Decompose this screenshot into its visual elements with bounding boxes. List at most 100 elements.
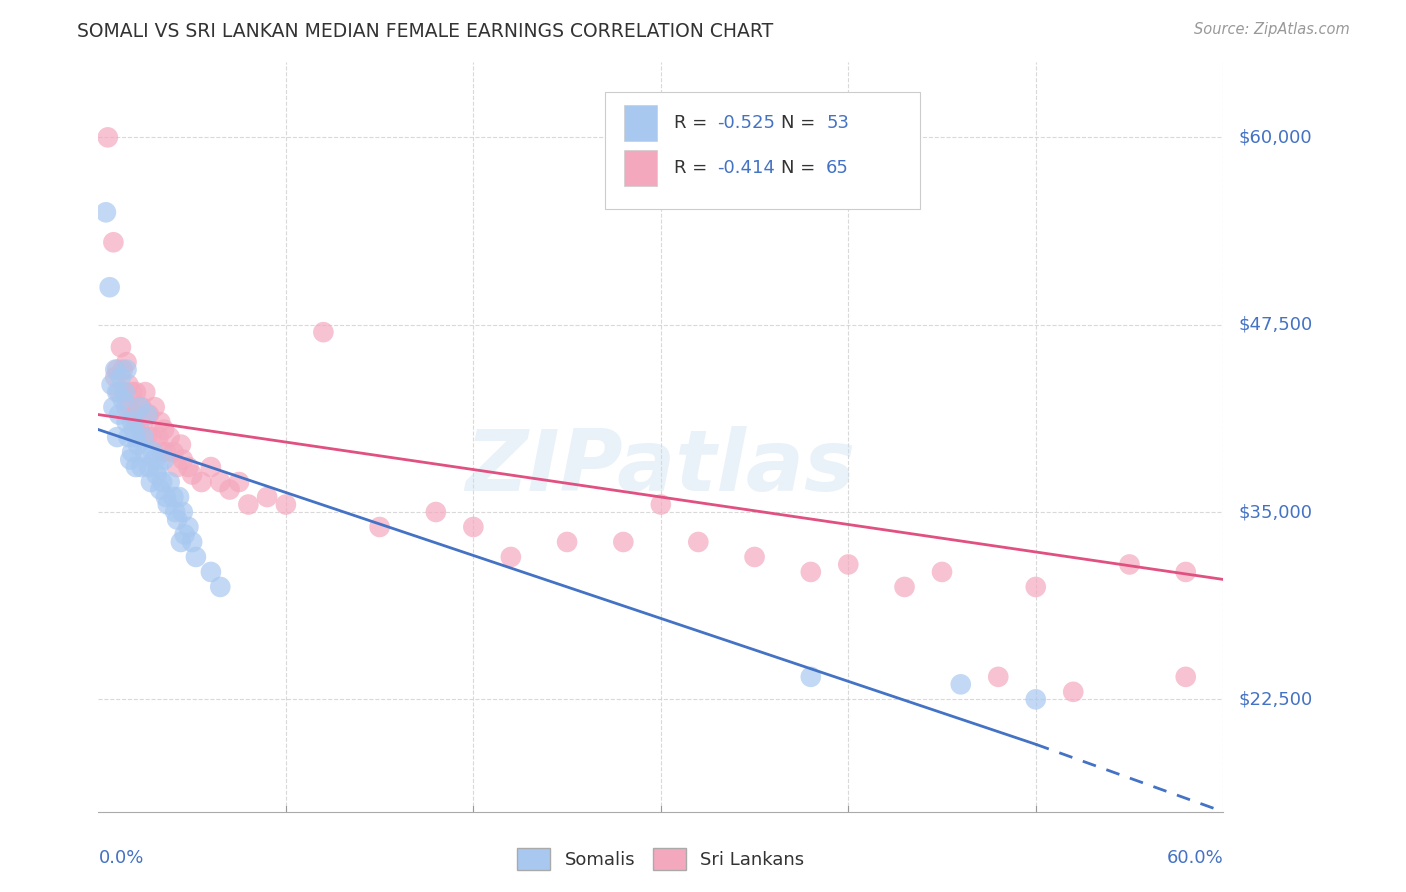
Point (172, 452, 194, 467)
Point (138, 460, 160, 475)
Text: ZIPatlas: ZIPatlas (465, 425, 856, 508)
Point (200, 460, 222, 475)
Point (115, 400, 138, 414)
Point (103, 235, 125, 250)
Point (115, 355, 138, 369)
Point (120, 400, 142, 414)
Point (1174, 670, 1197, 684)
Point (800, 670, 823, 684)
Point (145, 467, 167, 482)
Point (127, 400, 149, 414)
Point (162, 490, 184, 504)
Text: SOMALI VS SRI LANKAN MEDIAN FEMALE EARNINGS CORRELATION CHART: SOMALI VS SRI LANKAN MEDIAN FEMALE EARNI… (77, 22, 773, 41)
Point (555, 535, 578, 549)
Point (167, 490, 190, 504)
Point (138, 408, 160, 422)
Point (143, 400, 166, 414)
Point (153, 423, 176, 437)
Point (949, 677, 972, 691)
Point (159, 475, 181, 489)
Text: 53: 53 (827, 114, 849, 132)
Point (155, 445, 177, 459)
Point (238, 498, 260, 512)
Point (893, 580, 915, 594)
Point (108, 385, 131, 400)
Point (122, 423, 145, 437)
Point (115, 362, 138, 376)
Text: 65: 65 (827, 159, 849, 178)
Point (132, 430, 155, 444)
Point (139, 475, 162, 489)
Point (94, 205, 117, 219)
Bar (624, 150, 658, 186)
Point (1025, 580, 1047, 594)
Point (800, 565, 823, 579)
Point (181, 535, 204, 549)
Point (150, 445, 173, 459)
Point (463, 520, 485, 534)
Point (148, 430, 170, 444)
Point (837, 558, 859, 572)
Point (111, 392, 134, 407)
Text: R =: R = (675, 114, 707, 132)
Point (172, 505, 194, 519)
Point (159, 430, 181, 444)
Text: 60.0%: 60.0% (1167, 849, 1223, 867)
Point (166, 460, 188, 475)
Point (228, 475, 250, 489)
Point (115, 415, 138, 429)
Text: 0.0%: 0.0% (98, 849, 143, 867)
Point (153, 452, 176, 467)
Point (97, 130, 120, 145)
Text: $60,000: $60,000 (1239, 128, 1312, 146)
Point (931, 565, 953, 579)
Point (114, 385, 136, 400)
Text: $35,000: $35,000 (1239, 503, 1312, 521)
Text: Source: ZipAtlas.com: Source: ZipAtlas.com (1194, 22, 1350, 37)
Point (125, 460, 148, 475)
Point (155, 490, 177, 504)
FancyBboxPatch shape (605, 93, 920, 209)
Point (1062, 685, 1084, 699)
Point (128, 400, 150, 414)
Point (1118, 558, 1140, 572)
Point (110, 340, 132, 354)
Point (218, 483, 240, 497)
Point (117, 377, 139, 392)
Text: $22,500: $22,500 (1239, 690, 1312, 708)
Point (1025, 692, 1047, 706)
Point (103, 400, 125, 414)
Point (128, 423, 150, 437)
Point (120, 452, 142, 467)
Point (139, 430, 162, 444)
Point (274, 498, 297, 512)
Point (105, 362, 128, 376)
Text: N =: N = (782, 159, 815, 178)
Point (425, 505, 447, 519)
Point (165, 505, 187, 519)
Point (166, 512, 188, 526)
Point (136, 408, 159, 422)
Point (121, 415, 143, 429)
Point (125, 430, 148, 444)
Point (125, 415, 148, 429)
Text: R =: R = (675, 159, 707, 178)
Point (131, 400, 153, 414)
Point (121, 385, 143, 400)
Point (156, 498, 179, 512)
Legend: Somalis, Sri Lankans: Somalis, Sri Lankans (510, 841, 811, 878)
Point (136, 430, 159, 444)
Text: -0.414: -0.414 (717, 159, 775, 178)
Point (148, 460, 170, 475)
Point (104, 370, 127, 384)
Text: $47,500: $47,500 (1239, 316, 1312, 334)
Point (117, 430, 139, 444)
Point (181, 467, 204, 482)
Point (177, 460, 200, 475)
Point (149, 483, 172, 497)
Point (312, 325, 335, 339)
Point (184, 549, 207, 564)
Point (105, 430, 128, 444)
Point (127, 437, 149, 451)
Point (209, 475, 232, 489)
